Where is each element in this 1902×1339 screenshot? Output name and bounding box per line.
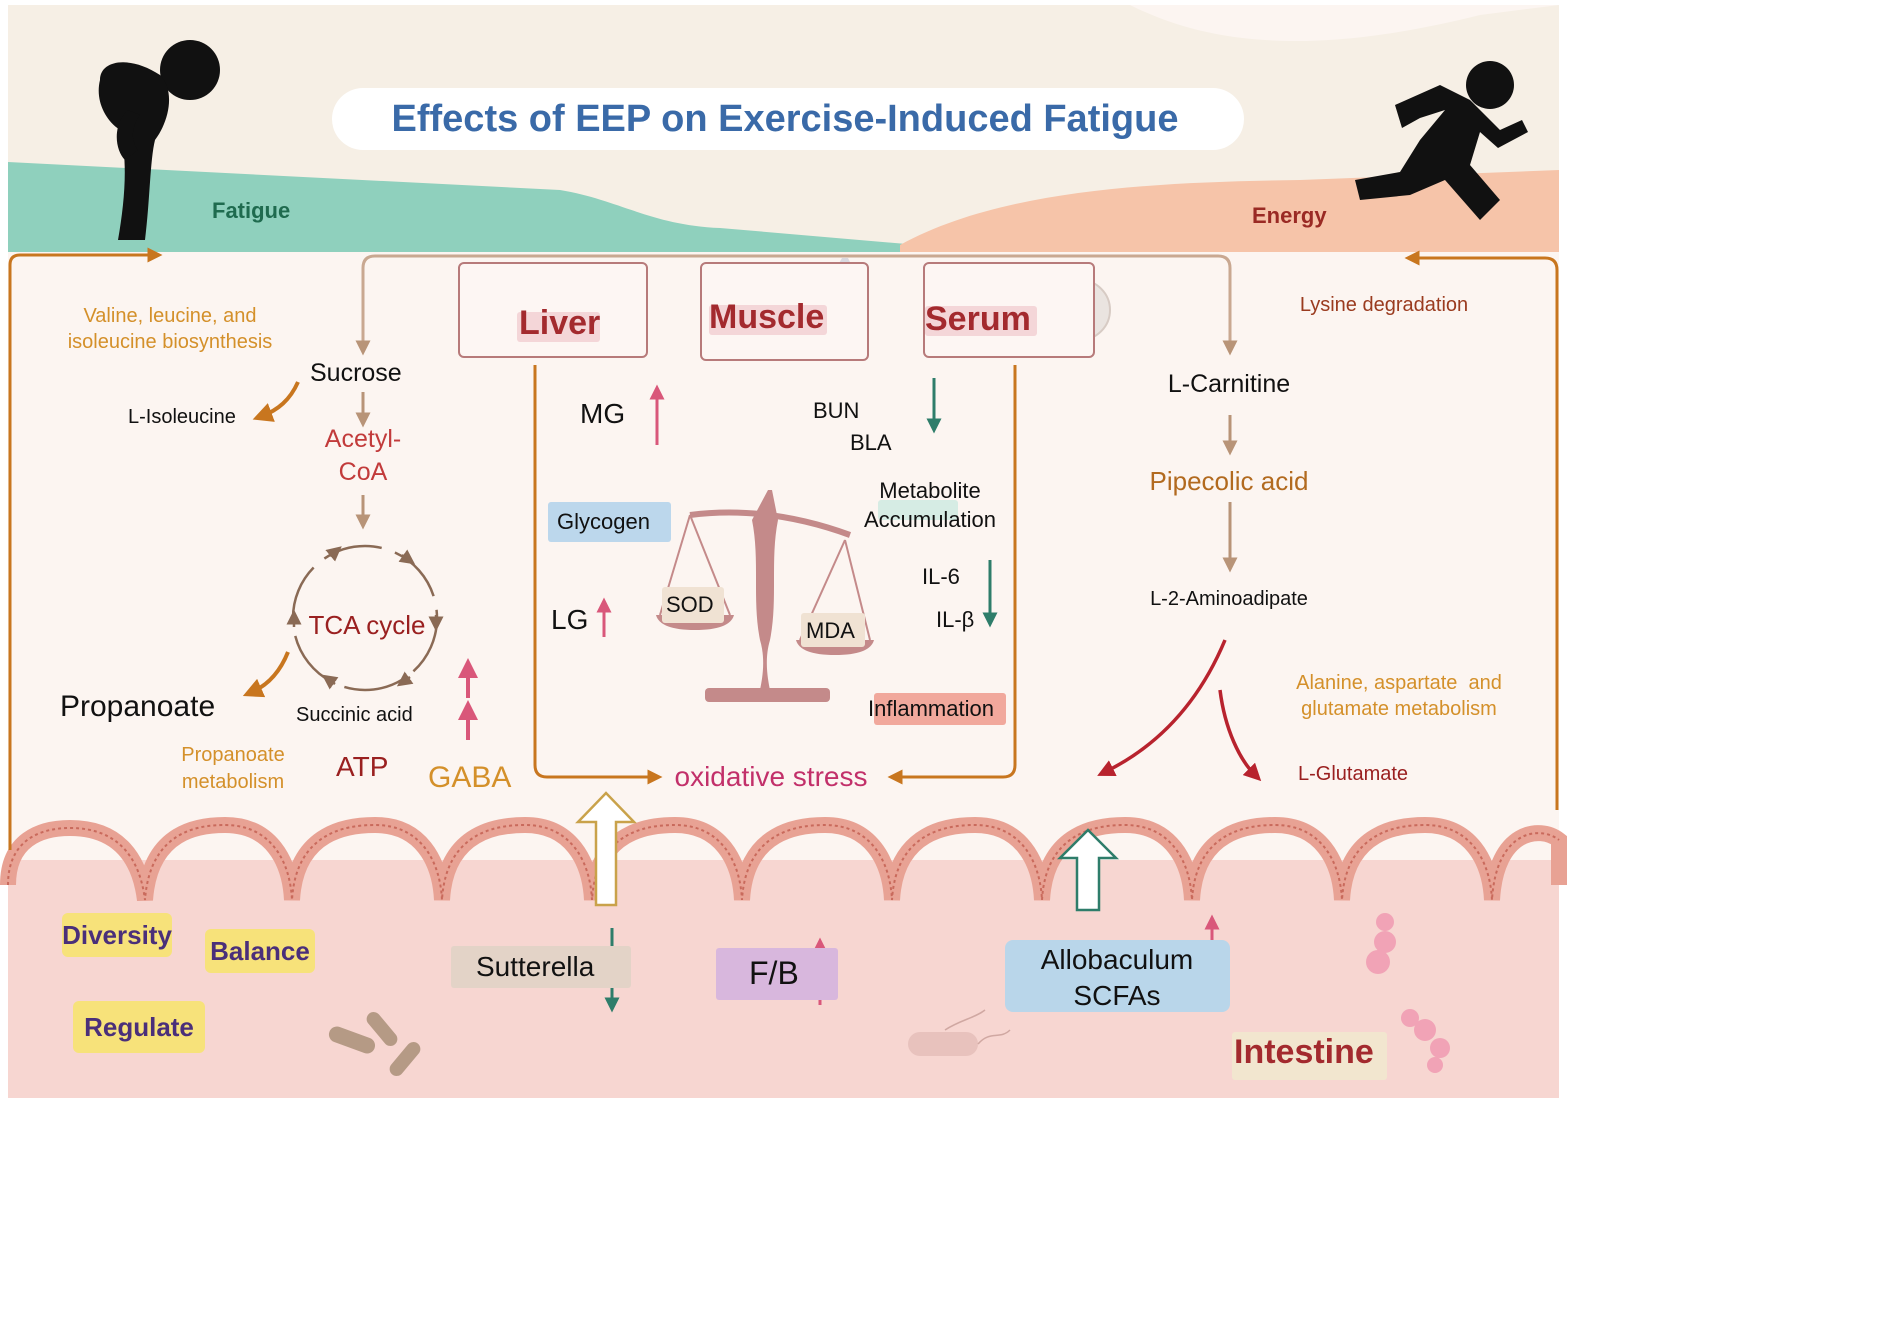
page-title: Effects of EEP on Exercise-Induced Fatig… xyxy=(391,98,1179,140)
bcaa-pathway-label: Valine, leucine, and isoleucine biosynth… xyxy=(67,305,273,353)
metabolite-highlight xyxy=(878,500,958,520)
bacteria-capsule-icon xyxy=(908,1009,1011,1056)
title-pill xyxy=(332,88,1244,150)
running-person-icon xyxy=(1355,61,1528,220)
bacteria-rods-icon xyxy=(328,1012,421,1076)
fb-ratio-node: F/B xyxy=(749,955,799,991)
l-carnitine-node: L-Carnitine xyxy=(1167,370,1291,398)
top-bracket xyxy=(361,254,1232,345)
loop-right-arrow xyxy=(1404,250,1559,810)
ala-asp-glu-metabolism-label: Alanine, aspartate and glutamate metabol… xyxy=(1296,672,1502,720)
muscle-label-highlight xyxy=(709,305,827,335)
liver-label: Liver xyxy=(519,304,601,342)
oxidative-stress-node: oxidative stress xyxy=(674,761,868,792)
balance-tag: Balance xyxy=(205,929,315,973)
inflammation-highlight xyxy=(874,693,1006,725)
center-right-bracket xyxy=(887,365,1017,785)
diagram-background xyxy=(0,5,1567,1098)
intestine-label-highlight xyxy=(1232,1032,1387,1080)
fatigue-label: Fatigue xyxy=(212,198,291,223)
lysine-degradation-label: Lysine degradation xyxy=(1299,294,1469,316)
propanoate-node: Propanoate xyxy=(60,690,216,723)
loop-left-arrow xyxy=(8,247,163,850)
gaba-node: GABA xyxy=(428,761,512,794)
glycogen-node: Glycogen xyxy=(557,509,650,534)
sod-node: SOD xyxy=(666,592,714,617)
metabolite-accumulation-node: Metabolite Accumulation xyxy=(863,478,997,532)
liver-label-highlight xyxy=(517,312,600,342)
diagram-stage: Effects of EEP on Exercise-Induced Fatig… xyxy=(0,5,1567,1098)
serum-label: Serum xyxy=(925,300,1031,338)
il-beta-node: IL-β xyxy=(936,607,975,632)
fatigue-band xyxy=(8,162,1000,252)
allobaculum-scfas-node: Allobaculum SCFAs xyxy=(1040,944,1194,1012)
glycogen-highlight xyxy=(548,502,671,542)
pipecolic-acid-node: Pipecolic acid xyxy=(1149,466,1309,496)
sod-highlight xyxy=(662,587,724,623)
liver-box xyxy=(458,262,648,358)
energy-label: Energy xyxy=(1252,203,1327,228)
muscle-label: Muscle xyxy=(709,298,825,336)
hollow-arrow-left xyxy=(575,791,637,907)
sucrose-node: Sucrose xyxy=(310,359,402,387)
mg-node: MG xyxy=(580,398,626,429)
lg-node: LG xyxy=(551,604,589,635)
succinic-acid-node: Succinic acid xyxy=(296,704,413,726)
bun-node: BUN xyxy=(813,398,860,423)
diversity-tag: Diversity xyxy=(62,913,172,957)
regulate-tag: Regulate xyxy=(73,1001,205,1053)
fb-highlight xyxy=(716,948,838,1000)
hollow-arrow-right xyxy=(1056,828,1120,912)
il6-node: IL-6 xyxy=(922,564,960,589)
tca-cycle-label: TCA cycle xyxy=(308,610,426,640)
propanoate-metabolism-label: Propanoate metabolism xyxy=(181,744,285,793)
villi-cells xyxy=(7,823,1560,901)
atp-node: ATP xyxy=(336,751,389,782)
allobaculum-highlight xyxy=(1005,940,1230,1012)
l-2-aminoadipate-node: L-2-Aminoadipate xyxy=(1150,588,1308,610)
center-left-bracket xyxy=(533,365,663,785)
mda-node: MDA xyxy=(806,618,855,643)
bla-node: BLA xyxy=(850,430,892,455)
fatigued-person-icon xyxy=(98,40,220,241)
sutterella-highlight xyxy=(451,946,631,988)
acetyl-coa-node: Acetyl- CoA xyxy=(324,425,402,486)
sutterella-node: Sutterella xyxy=(476,951,595,982)
intestine-label: Intestine xyxy=(1234,1033,1374,1071)
l-glutamate-node: L-Glutamate xyxy=(1298,763,1409,785)
l-isoleucine-node: L-Isoleucine xyxy=(128,406,236,428)
mda-highlight xyxy=(801,613,865,647)
serum-label-highlight xyxy=(925,306,1037,336)
inflammation-node: Inflammation xyxy=(868,696,994,721)
bacteria-chain-icon xyxy=(1366,913,1450,1073)
